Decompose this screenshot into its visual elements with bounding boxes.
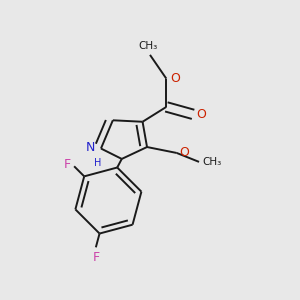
Text: CH₃: CH₃ [202,157,222,167]
Text: F: F [92,251,99,264]
Text: O: O [170,72,180,85]
Text: O: O [197,108,206,121]
Text: H: H [94,158,102,168]
Text: O: O [180,146,190,159]
Text: N: N [86,140,96,154]
Text: CH₃: CH₃ [138,41,157,51]
Text: F: F [64,158,71,171]
